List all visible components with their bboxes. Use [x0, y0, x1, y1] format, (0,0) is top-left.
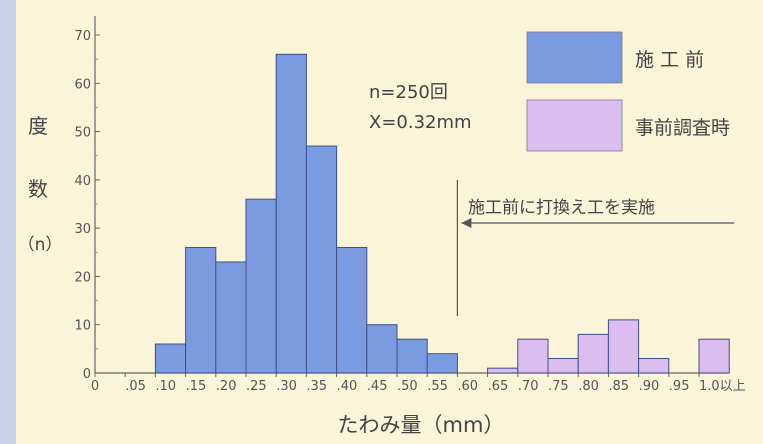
bar-preliminary-survey — [698, 338, 730, 374]
bar-before-construction — [245, 198, 277, 374]
bar-before-construction — [275, 53, 307, 374]
y-tick-label: 10 — [74, 319, 91, 334]
bar-preliminary-survey — [577, 333, 609, 374]
y-tick-label: 70 — [74, 29, 91, 44]
x-tick-label: 0 — [91, 379, 99, 394]
x-tick-label: .50 — [397, 379, 418, 394]
x-tick-label: .10 — [155, 379, 176, 394]
bar-preliminary-survey — [638, 358, 670, 374]
bar-before-construction — [426, 353, 458, 374]
bar-before-construction — [215, 261, 247, 374]
y-tick-label: 30 — [74, 222, 91, 237]
x-tick-label: .75 — [548, 379, 569, 394]
y-axis-label-char: （n） — [18, 235, 63, 255]
x-tick-label: .65 — [488, 379, 509, 394]
bar-preliminary-survey — [607, 319, 640, 374]
bar-before-construction — [366, 324, 398, 374]
histogram-chart: 0 10 20 30 40 50 60 70 0 .05 .10 .15 .20 .25 .30 .35 .40… — [16, 0, 763, 444]
bar-preliminary-survey — [517, 338, 549, 374]
bar-preliminary-survey — [547, 358, 579, 374]
x-tick-label: .15 — [186, 379, 207, 394]
bar-before-construction — [154, 343, 187, 374]
y-tick-label: 60 — [74, 77, 91, 92]
plot-area: 0 10 20 30 40 50 60 70 0 .05 .10 .15 .20 .25 .30 .35 .40… — [18, 16, 746, 437]
bar-before-construction — [185, 246, 217, 374]
bar-before-construction — [305, 145, 338, 374]
y-tick-label: 0 — [83, 367, 91, 382]
stat-n-label: n=250回 — [369, 82, 448, 103]
y-tick-label: 40 — [74, 174, 91, 189]
x-tick-label: .70 — [518, 379, 539, 394]
legend-label: 施 工 前 — [635, 49, 704, 71]
x-tick-label: .35 — [306, 379, 327, 394]
legend-swatch — [526, 99, 623, 152]
x-axis-title: たわみ量（mm） — [338, 413, 505, 437]
x-tick-label: .45 — [367, 379, 388, 394]
x-tick-label: .60 — [457, 379, 478, 394]
y-axis-label-char: 度 — [28, 114, 48, 138]
bar-before-construction — [396, 338, 428, 374]
y-tick-label: 50 — [74, 126, 91, 141]
x-tick-label: .05 — [125, 379, 146, 394]
legend-swatch — [526, 31, 623, 84]
x-tick-label: .90 — [639, 379, 660, 394]
stat-mean-label: X=0.32mm — [369, 112, 472, 133]
y-axis-label-char: 数 — [28, 177, 48, 201]
legend-label: 事前調査時 — [635, 117, 730, 139]
x-tick-label: .55 — [427, 379, 448, 394]
x-tick-label: .30 — [276, 379, 297, 394]
x-tick-label: .85 — [608, 379, 629, 394]
y-tick-label: 20 — [74, 270, 91, 285]
x-tick-label: .95 — [669, 379, 690, 394]
x-tick-label: .25 — [246, 379, 267, 394]
x-tick-label: .40 — [337, 379, 358, 394]
annotation-arrowhead — [461, 218, 472, 228]
histogram-svg: 0 10 20 30 40 50 60 70 0 .05 .10 .15 .20 .25 .30 .35 .40… — [18, 16, 746, 437]
annotation-text: 施工前に打換え工を実施 — [468, 198, 655, 218]
x-tick-label: 1.0以上 — [699, 379, 746, 394]
x-tick-label: .20 — [216, 379, 237, 394]
x-tick-label: .80 — [578, 379, 599, 394]
bar-before-construction — [336, 246, 368, 374]
bar-preliminary-survey — [487, 367, 519, 374]
